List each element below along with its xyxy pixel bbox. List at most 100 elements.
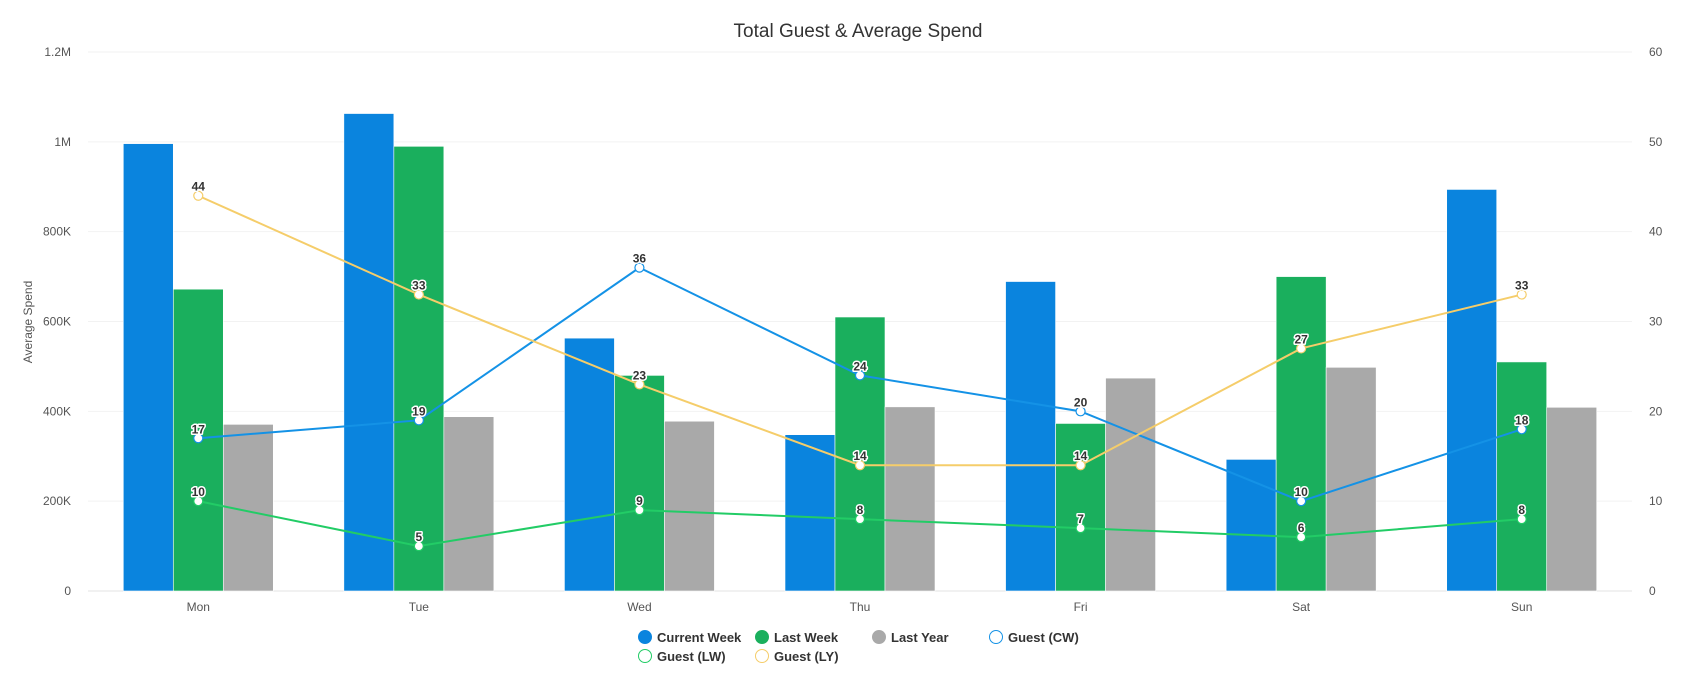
data-label: 7 bbox=[1077, 512, 1084, 526]
line-point[interactable] bbox=[1516, 424, 1527, 435]
line-point[interactable] bbox=[1075, 406, 1086, 417]
legend-item[interactable]: Last Year bbox=[872, 630, 949, 645]
y-tick-label: 600K bbox=[43, 315, 71, 329]
legend: Current Week Last Week Last Year Guest (CW)… bbox=[638, 630, 1079, 664]
bar[interactable] bbox=[884, 406, 936, 592]
legend-label: Last Year bbox=[891, 630, 949, 645]
y-tick-label: 400K bbox=[43, 404, 71, 418]
line-point[interactable] bbox=[1516, 514, 1527, 525]
bar[interactable] bbox=[564, 337, 615, 592]
line-point[interactable] bbox=[1296, 496, 1307, 507]
bar[interactable] bbox=[1546, 406, 1598, 592]
data-label: 27 bbox=[1294, 332, 1308, 346]
data-label: 8 bbox=[857, 503, 864, 517]
x-tick-label: Fri bbox=[1074, 600, 1088, 614]
data-label: 8 bbox=[1518, 503, 1525, 517]
bar[interactable] bbox=[393, 146, 445, 592]
line-series-group: 17 19 36 24 20 10 18 10 5 9 8 7 6 8 44 33 23 14 14 27 33 bbox=[190, 178, 1530, 552]
data-label: 18 bbox=[1515, 413, 1529, 427]
y-tick-label: 0 bbox=[64, 584, 71, 598]
x-tick-label: Sun bbox=[1511, 600, 1532, 614]
line-series-guest-cw: 17 19 36 24 20 10 18 bbox=[190, 250, 1530, 507]
bar-series-current-week bbox=[122, 113, 1498, 592]
legend-item[interactable]: Guest (CW) bbox=[989, 630, 1079, 645]
line-point[interactable] bbox=[1296, 531, 1307, 543]
right-axis-ticks: 0 10 20 30 40 50 60 bbox=[1649, 45, 1663, 598]
line-point[interactable] bbox=[193, 496, 204, 507]
data-label: 5 bbox=[416, 530, 423, 544]
y2-tick-label: 10 bbox=[1649, 494, 1663, 508]
data-label: 9 bbox=[636, 494, 643, 508]
bar[interactable] bbox=[1225, 459, 1277, 592]
line-point[interactable] bbox=[413, 540, 424, 552]
line-series-guest-ly: 44 33 23 14 14 27 33 bbox=[190, 178, 1530, 471]
line-point[interactable] bbox=[193, 190, 204, 201]
bar[interactable] bbox=[443, 416, 495, 592]
y-tick-label: 1M bbox=[54, 135, 71, 149]
line-point[interactable] bbox=[634, 505, 645, 516]
legend-item[interactable]: Guest (LY) bbox=[755, 649, 839, 664]
x-tick-label: Sat bbox=[1292, 600, 1311, 614]
y-tick-label: 800K bbox=[43, 225, 71, 239]
bar[interactable] bbox=[122, 143, 174, 592]
bar[interactable] bbox=[1446, 189, 1498, 592]
bar[interactable] bbox=[1055, 423, 1106, 592]
bar[interactable] bbox=[1275, 276, 1327, 592]
y-axis-label: Average Spend bbox=[21, 281, 35, 364]
line-point[interactable] bbox=[1075, 460, 1086, 471]
legend-label: Last Week bbox=[774, 630, 839, 645]
line-point[interactable] bbox=[634, 379, 645, 390]
y2-tick-label: 40 bbox=[1649, 225, 1663, 239]
bar[interactable] bbox=[834, 316, 886, 592]
bar[interactable] bbox=[614, 375, 665, 592]
legend-item[interactable]: Last Week bbox=[755, 630, 839, 645]
bar[interactable] bbox=[784, 434, 836, 592]
x-tick-label: Thu bbox=[850, 600, 871, 614]
x-tick-label: Tue bbox=[409, 600, 430, 614]
line-point[interactable] bbox=[413, 415, 424, 426]
legend-item[interactable]: Guest (LW) bbox=[638, 649, 726, 664]
legend-label: Guest (CW) bbox=[1008, 630, 1079, 645]
legend-label: Guest (LW) bbox=[657, 649, 726, 664]
bar[interactable] bbox=[1005, 281, 1056, 592]
line-point[interactable] bbox=[854, 370, 866, 381]
data-label: 14 bbox=[1074, 449, 1088, 463]
y2-tick-label: 20 bbox=[1649, 404, 1663, 418]
data-label: 20 bbox=[1074, 395, 1088, 409]
legend-marker bbox=[989, 630, 1003, 644]
y-tick-label: 1.2M bbox=[44, 45, 71, 59]
legend-item[interactable]: Current Week bbox=[638, 630, 743, 645]
legend-marker bbox=[755, 630, 769, 644]
line-point[interactable] bbox=[634, 262, 645, 273]
y2-tick-label: 50 bbox=[1649, 135, 1663, 149]
data-label: 14 bbox=[853, 449, 867, 463]
data-label: 10 bbox=[192, 485, 206, 499]
line-series-guest-lw: 10 5 9 8 7 6 8 bbox=[190, 484, 1527, 552]
data-label: 36 bbox=[633, 252, 647, 266]
legend-label: Current Week bbox=[657, 630, 742, 645]
line-point[interactable] bbox=[413, 289, 424, 300]
legend-marker bbox=[872, 630, 886, 644]
legend-marker bbox=[638, 630, 652, 644]
y-tick-label: 200K bbox=[43, 494, 71, 508]
bar[interactable] bbox=[664, 420, 715, 592]
legend-marker bbox=[755, 649, 769, 663]
bar[interactable] bbox=[1105, 377, 1156, 592]
line-point[interactable] bbox=[1296, 343, 1307, 354]
line-point[interactable] bbox=[854, 514, 866, 525]
line-point[interactable] bbox=[1516, 289, 1527, 300]
chart-title: Total Guest & Average Spend bbox=[734, 21, 983, 42]
line-point[interactable] bbox=[1075, 523, 1086, 534]
legend-label: Guest (LY) bbox=[774, 649, 839, 664]
line-point[interactable] bbox=[854, 460, 866, 471]
bar[interactable] bbox=[343, 113, 395, 592]
data-label: 33 bbox=[1515, 279, 1529, 293]
data-label: 44 bbox=[192, 180, 206, 194]
left-axis-ticks: 0 200K 400K 600K 800K 1M 1.2M bbox=[43, 45, 71, 598]
bar[interactable] bbox=[1496, 361, 1548, 592]
line-point[interactable] bbox=[193, 433, 204, 444]
legend-marker bbox=[638, 649, 652, 663]
data-label: 24 bbox=[853, 359, 867, 373]
y2-tick-label: 60 bbox=[1649, 45, 1663, 59]
